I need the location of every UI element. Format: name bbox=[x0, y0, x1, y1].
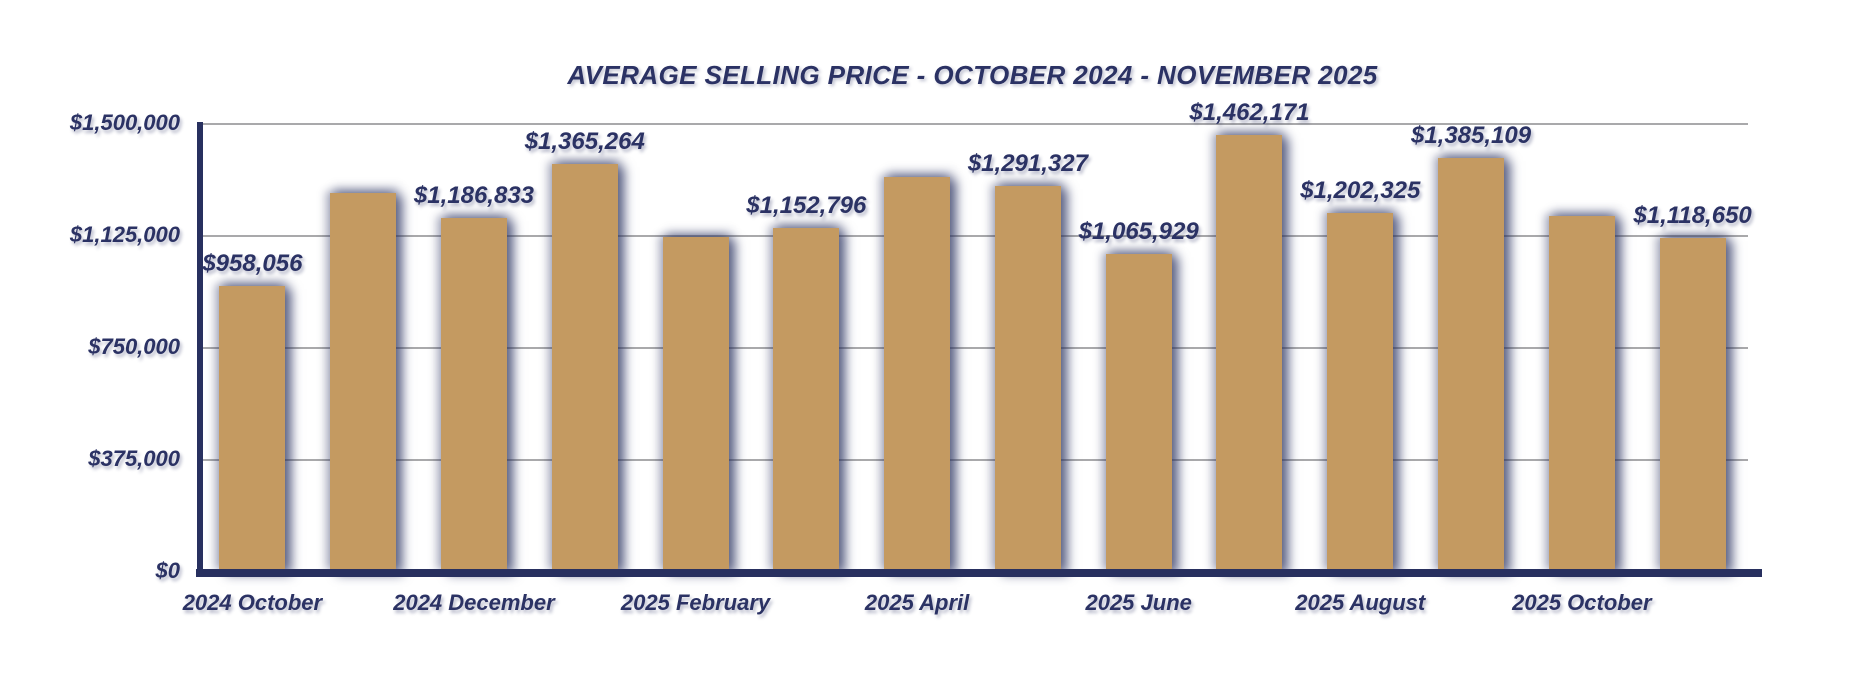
bar bbox=[330, 192, 397, 572]
bar-value-label: $958,056 bbox=[202, 249, 303, 277]
bar bbox=[440, 217, 507, 572]
y-tick-label: $375,000 bbox=[88, 446, 180, 471]
x-tick-label: 2025 August bbox=[1295, 590, 1426, 615]
x-tick-label: 2025 October bbox=[1512, 590, 1652, 615]
bar-value-label: $1,365,264 bbox=[524, 128, 645, 156]
x-tick-label: 2024 October bbox=[182, 590, 323, 615]
bar-value-label: $1,152,796 bbox=[746, 191, 867, 219]
y-tick-label: $0 bbox=[155, 558, 180, 583]
bar-value-label: $1,291,327 bbox=[967, 150, 1088, 178]
x-axis-baseline bbox=[196, 569, 1762, 577]
y-tick-label: $750,000 bbox=[88, 334, 180, 359]
bar bbox=[1105, 253, 1172, 572]
y-axis-line bbox=[197, 122, 203, 574]
bar-value-label: $1,118,650 bbox=[1633, 201, 1752, 229]
gridline bbox=[197, 459, 1748, 461]
gridline bbox=[197, 235, 1748, 237]
y-tick-label: $1,125,000 bbox=[69, 222, 180, 247]
bar-value-label: $1,385,109 bbox=[1410, 122, 1532, 150]
bar bbox=[1438, 158, 1505, 572]
x-tick-label: 2025 February bbox=[620, 590, 771, 615]
chart-title: AVERAGE SELLING PRICE - OCTOBER 2024 - N… bbox=[567, 60, 1378, 90]
bar-value-label: $1,202,325 bbox=[1300, 176, 1421, 204]
bar bbox=[1327, 212, 1394, 572]
bar-value-label: $1,065,929 bbox=[1078, 217, 1199, 245]
bar bbox=[662, 236, 729, 572]
bar bbox=[1216, 135, 1283, 572]
bar bbox=[994, 186, 1061, 572]
gridline bbox=[197, 123, 1748, 125]
bar-value-label: $1,462,171 bbox=[1189, 99, 1310, 127]
bar-value-label: $1,186,833 bbox=[413, 181, 535, 209]
y-tick-label: $1,500,000 bbox=[69, 110, 180, 135]
bar bbox=[1548, 215, 1615, 572]
x-tick-label: 2025 June bbox=[1085, 590, 1192, 615]
x-tick-label: 2024 December bbox=[393, 590, 555, 615]
gridline bbox=[197, 347, 1748, 349]
bar bbox=[773, 227, 840, 572]
bar bbox=[219, 285, 286, 572]
x-tick-label: 2025 April bbox=[864, 590, 970, 615]
bar bbox=[884, 176, 951, 572]
bar bbox=[1659, 237, 1726, 572]
bar bbox=[551, 164, 618, 572]
